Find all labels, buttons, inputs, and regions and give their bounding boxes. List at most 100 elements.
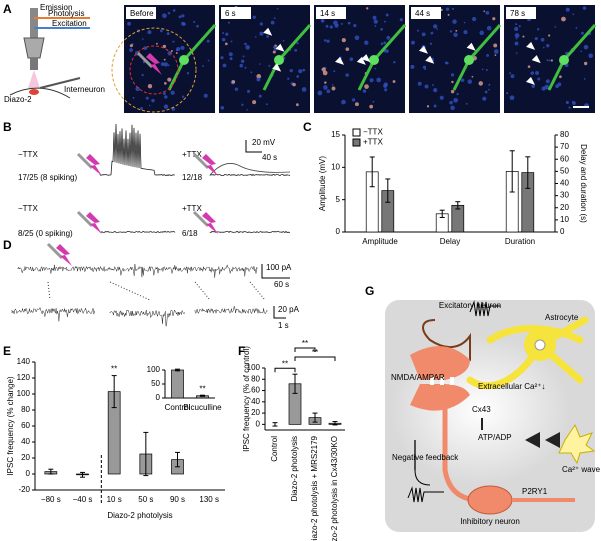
cell-signal xyxy=(493,43,498,48)
cell-signal xyxy=(159,29,163,33)
cell-signal xyxy=(478,81,484,86)
y-tick-label: 5 xyxy=(336,195,341,204)
cell-signal xyxy=(224,42,228,46)
cell-signal xyxy=(147,30,152,35)
cell-signal xyxy=(460,78,465,82)
cell-signal xyxy=(166,32,170,36)
cell-signal xyxy=(272,50,276,54)
cell-signal xyxy=(583,44,589,50)
cell-signal xyxy=(164,82,167,85)
cell-signal xyxy=(241,103,244,106)
cell-signal xyxy=(141,73,144,77)
cell-signal xyxy=(376,77,382,83)
cell-signal xyxy=(164,95,168,99)
trace xyxy=(99,123,176,177)
cell-signal xyxy=(534,37,538,41)
photolysis-flash xyxy=(56,244,72,266)
cell-signal xyxy=(268,64,271,67)
cell-signal xyxy=(455,29,458,32)
cell-signal xyxy=(488,88,490,91)
panel-label: A xyxy=(3,2,12,16)
cell-signal xyxy=(447,13,450,16)
y-tick-label: 40 xyxy=(251,397,260,406)
photolysis-probe xyxy=(76,210,94,228)
cell-signal xyxy=(354,35,360,41)
cell-signal xyxy=(531,84,535,89)
diagram-label: Extracellular Ca²⁺↓ xyxy=(478,382,545,391)
count-label: 8/25 (0 spiking) xyxy=(18,229,73,238)
trace xyxy=(99,230,176,234)
cell-signal xyxy=(575,26,578,29)
photolysis-probe xyxy=(46,242,64,260)
y2-tick-label: 0 xyxy=(560,227,565,236)
cell-signal xyxy=(132,96,135,99)
x-tick-label: −80 s xyxy=(41,495,61,504)
arrowhead xyxy=(418,45,428,54)
y2-tick-label: 50 xyxy=(560,166,569,175)
cell-signal xyxy=(411,40,415,45)
x-tick-label: 50 s xyxy=(138,495,153,504)
cell-signal xyxy=(329,25,333,29)
y-tick-label: 0 xyxy=(336,227,341,236)
cell-signal xyxy=(170,90,175,95)
x-tick-label: Amplitude xyxy=(362,237,398,246)
cell-signal xyxy=(514,41,519,46)
count-label: 6/18 xyxy=(182,229,198,238)
schematic-label: Excitation xyxy=(52,19,87,28)
cell-signal xyxy=(444,61,448,65)
legend-swatch xyxy=(352,128,361,137)
cell-signal xyxy=(530,71,535,75)
photolysis-flash xyxy=(86,212,102,234)
zoom-guide xyxy=(47,281,51,301)
cell-signal xyxy=(430,31,434,35)
cell-signal xyxy=(399,18,403,22)
cell-signal xyxy=(568,106,571,109)
cell-signal xyxy=(485,10,490,15)
cell-signal xyxy=(206,39,210,43)
cell-signal xyxy=(151,98,155,103)
photolysis-region xyxy=(129,45,179,95)
bar xyxy=(171,369,184,399)
cell-signal xyxy=(196,24,199,28)
cell-signal xyxy=(254,36,257,38)
y-tick-label: 0 xyxy=(256,419,261,428)
cell-signal xyxy=(139,107,143,111)
x-tick-label: Diazo-2 photolysis in Cx43/30KO xyxy=(330,436,339,541)
cell-signal xyxy=(234,87,239,91)
image-frame xyxy=(314,5,405,113)
scale-label: 20 mV xyxy=(252,138,276,147)
arrowhead xyxy=(425,55,435,64)
cell-signal xyxy=(220,106,225,110)
scale-label: 1 s xyxy=(278,321,289,330)
x-tick-label: 130 s xyxy=(199,495,219,504)
condition-label: +TTX xyxy=(182,150,202,159)
cell-signal xyxy=(178,15,182,19)
cell-signal xyxy=(465,102,468,105)
cell-signal xyxy=(162,91,166,96)
x-tick-label: 10 s xyxy=(107,495,122,504)
cell-signal xyxy=(417,81,422,86)
cell-signal xyxy=(426,105,430,108)
cell-signal xyxy=(583,78,586,80)
cell-signal xyxy=(486,25,492,31)
y-tick-label: 60 xyxy=(21,421,30,430)
cell-signal xyxy=(546,59,549,62)
cell-signal xyxy=(229,57,233,61)
cell-signal xyxy=(445,7,450,11)
interneuron-soma xyxy=(274,55,284,65)
cell-signal xyxy=(509,95,515,101)
cell-signal xyxy=(392,80,396,83)
cell-signal xyxy=(557,82,562,87)
y2-tick-label: 70 xyxy=(560,142,569,151)
cell-signal xyxy=(449,30,453,33)
x-tick-label: Control xyxy=(165,403,191,412)
cell-signal xyxy=(527,65,531,68)
frame-label-box xyxy=(506,7,536,19)
cell-signal xyxy=(203,93,208,98)
cell-signal xyxy=(565,7,570,12)
cell-signal xyxy=(230,40,233,43)
diagram-label: Cx43 xyxy=(472,405,491,414)
trace xyxy=(194,306,268,315)
cell-signal xyxy=(331,86,336,91)
cell-signal xyxy=(256,74,262,79)
